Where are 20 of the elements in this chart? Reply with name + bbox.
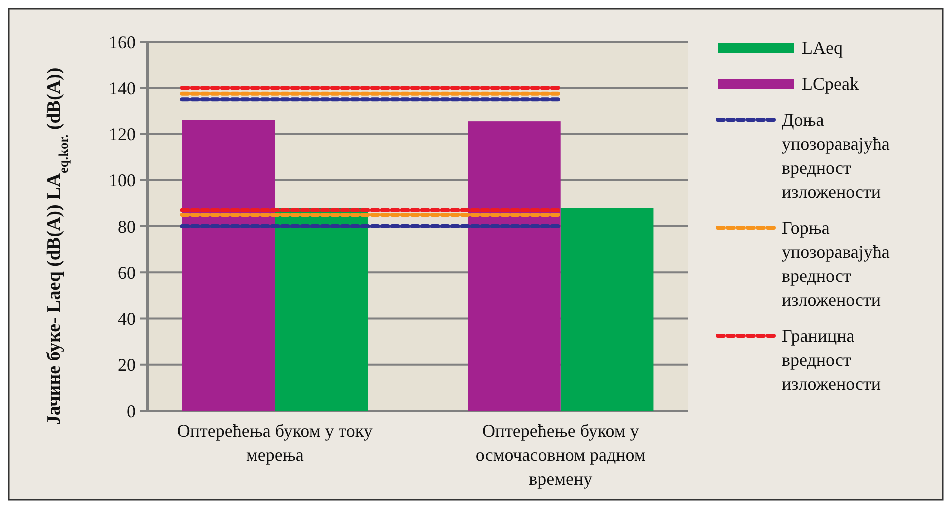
legend-label: Горња упозоравајућа вредност изложености xyxy=(782,218,890,310)
y-tick-label: 60 xyxy=(118,262,136,283)
y-tick-label: 0 xyxy=(127,401,136,422)
bar xyxy=(182,120,276,411)
legend-label: LAeq xyxy=(802,38,843,58)
y-tick-label: 140 xyxy=(109,78,136,98)
legend-label: LCpeak xyxy=(802,74,859,94)
y-tick-label: 160 xyxy=(109,32,136,52)
bar xyxy=(560,208,654,411)
y-tick-label: 120 xyxy=(109,124,136,145)
y-tick-label: 80 xyxy=(118,216,136,237)
legend-label: Доња упозоравајућа вредност изложености xyxy=(782,110,890,202)
y-tick-label: 100 xyxy=(109,170,136,191)
legend-label: Границна вредност изложености xyxy=(782,326,882,394)
y-tick-label: 20 xyxy=(118,355,136,376)
y-tick-label: 40 xyxy=(118,309,136,330)
bar xyxy=(468,122,561,411)
x-tick-label: Оптерећења буком у току мерења xyxy=(177,421,373,465)
x-tick-label: Оптерећење буком у осмочасовном радном времену xyxy=(476,421,646,489)
bar xyxy=(275,208,368,411)
